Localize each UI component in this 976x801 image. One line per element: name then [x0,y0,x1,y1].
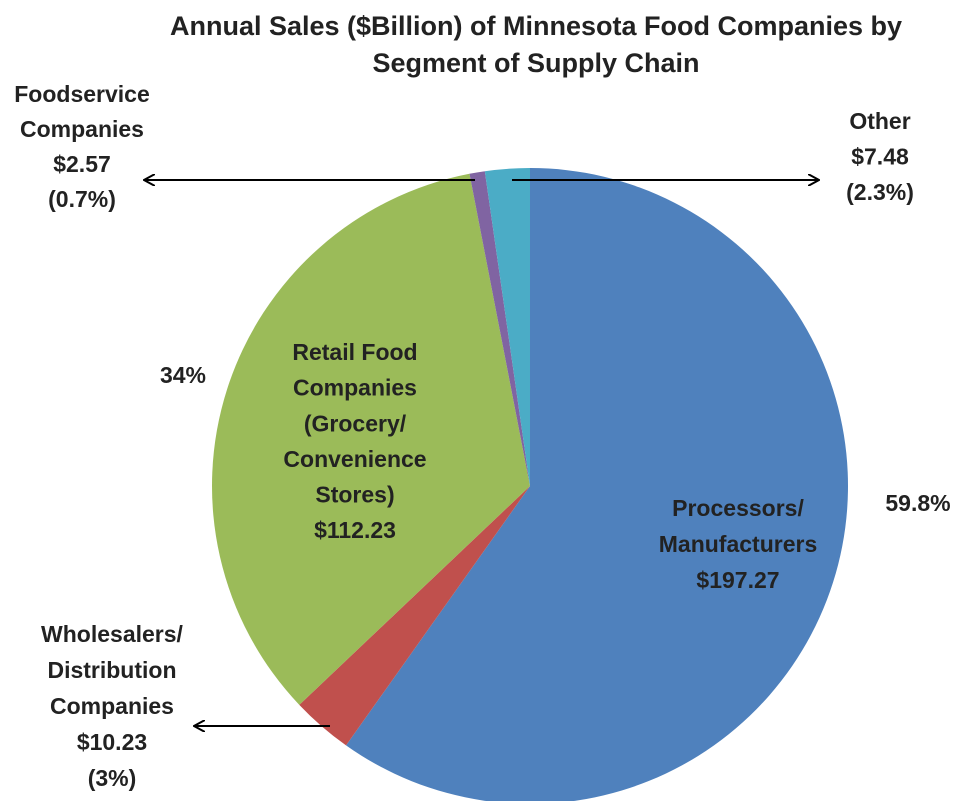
slice-label: Convenience [283,446,426,472]
slice-label: Other [849,108,910,134]
value-label: $197.27 [696,567,779,593]
slice-label: Manufacturers [659,531,817,557]
value-label: $112.23 [314,517,396,543]
pie-slice [484,168,530,486]
percent-label: (2.3%) [846,179,914,205]
pie-slice [469,171,530,486]
percent-label: 34% [160,362,206,388]
value-label: $10.23 [77,729,147,755]
chart-title: Segment of Supply Chain [372,48,699,78]
percent-label: (0.7%) [48,186,116,212]
percent-label: 59.8% [885,490,950,516]
slice-label: Distribution [47,657,176,683]
pie [211,168,848,801]
slice-label: Foodservice [14,81,150,107]
chart-title: Annual Sales ($Billion) of Minnesota Foo… [170,11,902,41]
slice-label: Companies [293,375,417,401]
value-label: $2.57 [53,151,111,177]
slice-label: Stores) [315,481,394,507]
slice-label: (Grocery/ [304,410,407,436]
value-label: $7.48 [851,144,909,170]
percent-label: (3%) [88,765,137,791]
slice-label: Companies [20,116,144,142]
slice-label: Wholesalers/ [41,621,183,647]
pie-slice [299,486,530,746]
slice-label: Retail Food [292,339,417,365]
slice-label: Companies [50,693,174,719]
slice-label: Processors/ [672,495,804,521]
pie-slice [211,173,530,705]
pie-slice [346,168,848,801]
